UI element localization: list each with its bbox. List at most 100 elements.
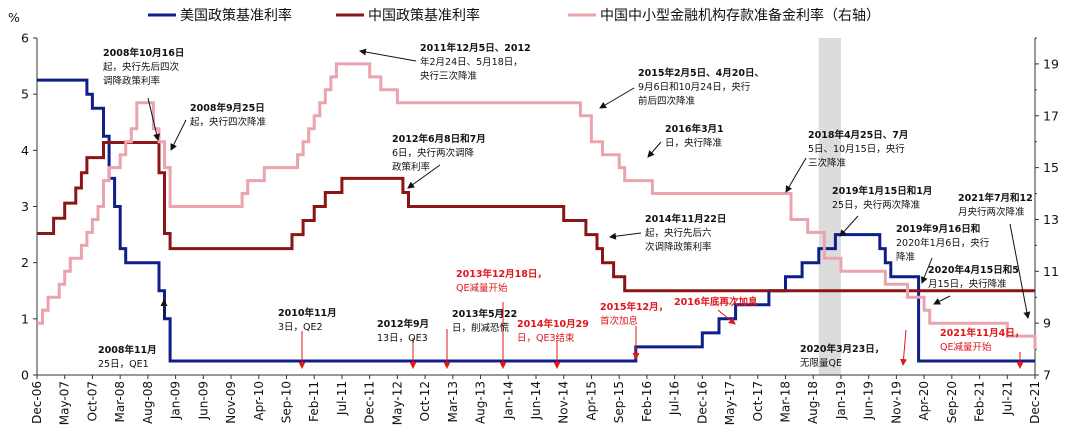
left-axis-unit: % [8, 10, 20, 25]
annotation-arrow-21 [900, 329, 907, 366]
x-tick-label: Feb-21 [973, 381, 987, 422]
left-tick-label: 4 [21, 143, 29, 158]
annotation-line: 2019年1月15日和1月 [832, 185, 932, 197]
x-tick-label: Dec-21 [1028, 381, 1042, 424]
annotation-10: 2021年7月和12 月央行两次降准 [958, 192, 1033, 218]
annotation-line: 月15日，央行降准 [928, 278, 1007, 290]
annotation-line: 日，央行降准 [665, 137, 723, 149]
annotation-line: 2019年9月16日和 [896, 223, 980, 235]
annotation-22: 2021年11月4日， QE减量开始 [940, 327, 1024, 353]
x-tick-label: Oct-07 [85, 381, 99, 421]
x-tick-label: Aug-18 [806, 381, 820, 424]
annotation-line: 前后四次降准 [638, 95, 696, 107]
annotation-line: 2021年7月和12 [958, 192, 1033, 204]
x-tick-label: Jan-09 [169, 381, 183, 420]
right-tick-label: 7 [1043, 368, 1051, 383]
right-tick-label: 11 [1043, 264, 1059, 279]
annotation-line: 2008年10月16日 [103, 47, 184, 59]
x-tick-label: Aug-13 [474, 381, 488, 424]
annotation-arrow-11 [920, 257, 933, 284]
x-tick-label: Oct-17 [751, 381, 765, 421]
x-tick-label: Dec-16 [695, 381, 709, 424]
legend-label-3: 中国中小型金融机构存款准备金利率（右轴） [600, 7, 880, 24]
annotation-line: 年2月24日、5月18日， [420, 56, 523, 68]
annotation-arrow-7 [609, 232, 642, 240]
series-line-2 [37, 141, 1035, 293]
x-tick-label: Jan-19 [834, 381, 848, 420]
x-tick-label: Dec-06 [30, 381, 44, 424]
series-line-3 [37, 62, 1037, 350]
annotation-line: 政策利率 [392, 161, 431, 173]
x-tick-label: Nov-09 [224, 381, 238, 424]
annotation-line: 5日、10月15日，央行 [808, 143, 905, 155]
x-tick-label: Dec-11 [363, 381, 377, 424]
annotation-line: 2016年底再次加息 [674, 296, 758, 308]
annotation-line: 2013年12月18日， [456, 268, 547, 280]
right-tick-label: 15 [1043, 160, 1059, 175]
annotation-line: 起，央行先后六 [645, 227, 712, 239]
x-tick-label: Nov-19 [889, 381, 903, 424]
annotation-arrow-1 [147, 97, 161, 141]
annotation-line: 6日，央行两次调降 [392, 147, 475, 159]
annotation-line: 2010年11月 [278, 307, 337, 319]
annotation-12: 2020年4月15日和5 月15日，央行降准 [928, 264, 1019, 290]
right-tick-label: 19 [1043, 56, 1059, 71]
annotation-line: 降准 [896, 251, 916, 263]
annotation-arrow-9 [839, 215, 859, 237]
annotation-15: 2015年12月， 首次加息 [600, 301, 668, 327]
annotation-21: 2020年3月23日， 无限量QE [800, 343, 884, 369]
x-tick-label: Feb-11 [307, 381, 321, 422]
annotation-line: 2021年11月4日， [940, 327, 1024, 339]
annotation-line: 2012年6月8日和7月 [392, 133, 486, 145]
annotation-line: 央行三次降准 [420, 70, 478, 82]
x-tick-label: Feb-16 [640, 381, 654, 422]
x-tick-label: Mar-18 [779, 381, 793, 422]
annotation-arrow-10 [1009, 223, 1031, 319]
annotation-line: 起，央行先后四次 [103, 61, 180, 73]
x-tick-label: May-07 [58, 381, 72, 425]
annotation-line: 2015年12月， [600, 301, 668, 313]
annotation-arrow-3 [359, 48, 417, 62]
x-tick-label: Mar-08 [113, 381, 127, 422]
annotation-line: 2008年11月 [98, 344, 157, 356]
x-tick-label: Jul-11 [335, 381, 349, 416]
x-tick-label: Jul-16 [668, 381, 682, 416]
annotation-5: 2016年3月1 日，央行降准 [665, 123, 724, 149]
x-tick-label: Apr-10 [252, 381, 266, 421]
annotation-line: 2015年2月5日、4月20日、 [638, 67, 764, 79]
annotation-line: 13日，QE3 [377, 333, 428, 344]
right-tick-label: 9 [1043, 316, 1051, 331]
annotation-arrow-4 [599, 87, 635, 109]
x-tick-label: Sep-15 [612, 381, 626, 423]
annotation-line: QE减量开始 [456, 282, 508, 294]
annotation-line: 2014年11月22日 [645, 213, 726, 225]
annotation-arrow-20 [717, 309, 736, 325]
annotation-arrow-8 [785, 157, 807, 193]
x-tick-label: Jan-14 [501, 381, 515, 420]
left-tick-label: 0 [21, 368, 29, 383]
x-tick-label: Aug-08 [141, 381, 155, 424]
x-tick-label: Jun-09 [196, 381, 210, 420]
x-tick-label: Sep-20 [945, 381, 959, 423]
annotation-14: 2016年底再次加息 [674, 296, 758, 308]
annotation-line: 2016年3月1 [665, 123, 724, 135]
annotation-16: 2014年10月29 日，QE3结束 [517, 318, 589, 344]
annotation-line: 2020年1月6日，央行 [896, 237, 990, 249]
x-tick-label: Sep-10 [280, 381, 294, 423]
annotation-line: 2018年4月25日、7月 [808, 129, 908, 141]
x-tick-label: Oct-12 [418, 381, 432, 421]
annotation-line: 日，削减恐慌 [452, 322, 510, 334]
annotation-line: 3日，QE2 [278, 322, 323, 333]
annotation-line: 首次加息 [600, 315, 638, 327]
annotation-line: 25日，QE1 [98, 359, 149, 370]
right-tick-label: 13 [1043, 212, 1059, 227]
annotation-line: QE减量开始 [940, 341, 992, 353]
annotation-11: 2019年9月16日和 2020年1月6日，央行降准 [896, 223, 990, 263]
x-tick-label: Nov-14 [557, 381, 571, 424]
x-tick-label: Mar-13 [446, 381, 460, 422]
annotation-line: 9月6日和10月24日，央行 [638, 81, 751, 93]
